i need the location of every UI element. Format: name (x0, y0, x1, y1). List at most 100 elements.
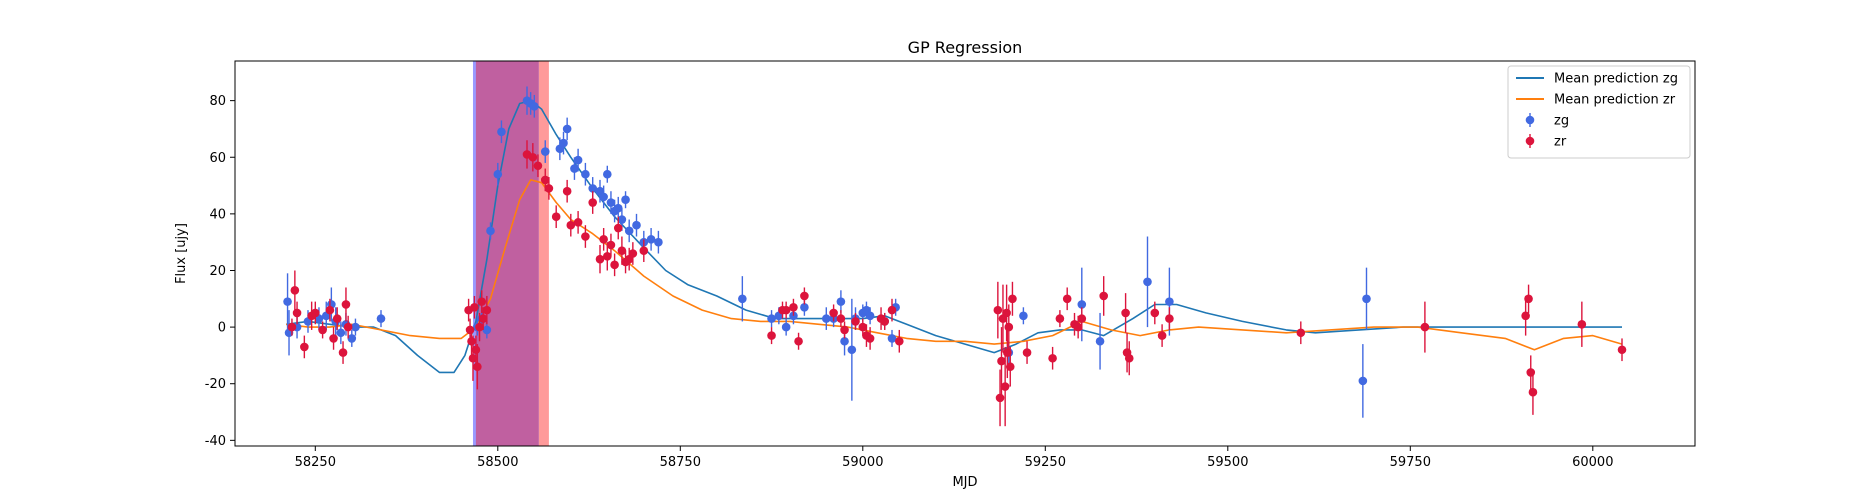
data-point (338, 348, 348, 357)
data-point (1165, 297, 1174, 306)
legend-label: Mean prediction zg (1554, 72, 1678, 87)
data-point (332, 314, 342, 323)
data-point (1521, 311, 1530, 321)
data-point (482, 325, 492, 335)
data-point (347, 334, 357, 343)
data-point (1062, 294, 1072, 304)
shaded-regions (472, 61, 549, 446)
data-point (1048, 353, 1057, 363)
y-tick-label: 80 (209, 94, 226, 109)
data-points (283, 86, 1627, 427)
x-tick-label: 59750 (1390, 455, 1431, 470)
data-point (610, 260, 619, 270)
data-point (654, 237, 663, 247)
data-point (1528, 387, 1538, 397)
data-point (351, 322, 360, 332)
legend-label: zg (1554, 114, 1569, 129)
data-point (606, 198, 616, 207)
data-point (581, 232, 590, 241)
data-point (829, 308, 838, 318)
data-point (800, 302, 809, 312)
x-tick-label: 58500 (477, 455, 518, 470)
data-point (1077, 314, 1087, 323)
legend-marker-swatch (1525, 136, 1535, 146)
data-point (1004, 322, 1014, 332)
data-point (1577, 319, 1587, 329)
y-tick-label: 0 (218, 321, 226, 336)
data-point (1077, 300, 1087, 309)
data-point (283, 297, 292, 306)
data-point (1165, 314, 1174, 323)
data-point (1099, 291, 1108, 301)
legend-item: zr (1525, 134, 1567, 150)
y-tick-label: 40 (209, 207, 226, 222)
data-point (1005, 362, 1015, 372)
data-point (1524, 294, 1533, 304)
x-tick-label: 60000 (1572, 455, 1613, 470)
y-axis-label: Flux [ujy] (174, 223, 189, 284)
data-point (566, 220, 576, 230)
data-point (1362, 294, 1371, 304)
data-point (595, 254, 605, 264)
data-point (865, 311, 875, 321)
legend: Mean prediction zg Mean prediction zr zg zr (1507, 65, 1691, 159)
data-point (1124, 353, 1134, 363)
data-point (847, 345, 857, 355)
data-point (1000, 382, 1010, 391)
data-point (617, 246, 627, 255)
data-point (840, 336, 849, 346)
data-point (995, 393, 1005, 403)
data-point (858, 322, 868, 332)
data-point (606, 240, 616, 250)
x-tick-label: 58750 (660, 455, 701, 470)
y-tick-label: 20 (209, 264, 226, 279)
data-point (528, 152, 538, 162)
data-point (603, 252, 612, 261)
data-point (1296, 328, 1306, 338)
data-point (851, 317, 860, 326)
data-point (468, 353, 478, 363)
data-point (336, 328, 346, 338)
data-point (646, 235, 656, 244)
data-point (311, 308, 320, 318)
data-point (465, 325, 475, 335)
data-point (887, 334, 897, 343)
data-point (325, 305, 335, 315)
data-point (895, 336, 904, 346)
data-point (1526, 368, 1536, 377)
data-point (738, 294, 747, 304)
data-point (544, 184, 554, 193)
y-tick-label: -40 (205, 434, 226, 449)
data-point (533, 161, 543, 171)
data-point (573, 155, 583, 165)
data-point (292, 308, 302, 318)
data-point (997, 356, 1006, 366)
data-point (497, 127, 506, 137)
data-point (467, 336, 476, 346)
data-point (639, 246, 649, 255)
legend-item: Mean prediction zg (1516, 72, 1678, 87)
data-point (624, 226, 634, 236)
data-point (599, 235, 608, 244)
data-point (1420, 322, 1430, 332)
data-point (588, 198, 597, 207)
x-tick-label: 59250 (1025, 455, 1066, 470)
data-point (1121, 308, 1130, 318)
data-point (562, 186, 572, 196)
data-point (613, 223, 623, 233)
legend-item: Mean prediction zr (1516, 93, 1676, 108)
x-tick-label: 58250 (295, 455, 336, 470)
data-point (613, 203, 623, 213)
data-point (781, 305, 791, 315)
data-point (1150, 308, 1160, 318)
data-point (588, 184, 597, 193)
legend-marker-swatch (1525, 115, 1535, 125)
data-point (767, 331, 776, 340)
data-point (486, 226, 495, 236)
plot-frame (234, 60, 1696, 447)
data-point (341, 300, 351, 309)
data-point (599, 192, 608, 202)
x-tick-label: 59500 (1207, 455, 1248, 470)
x-axis-label: MJD (952, 475, 977, 490)
y-tick-label: 60 (209, 151, 226, 166)
